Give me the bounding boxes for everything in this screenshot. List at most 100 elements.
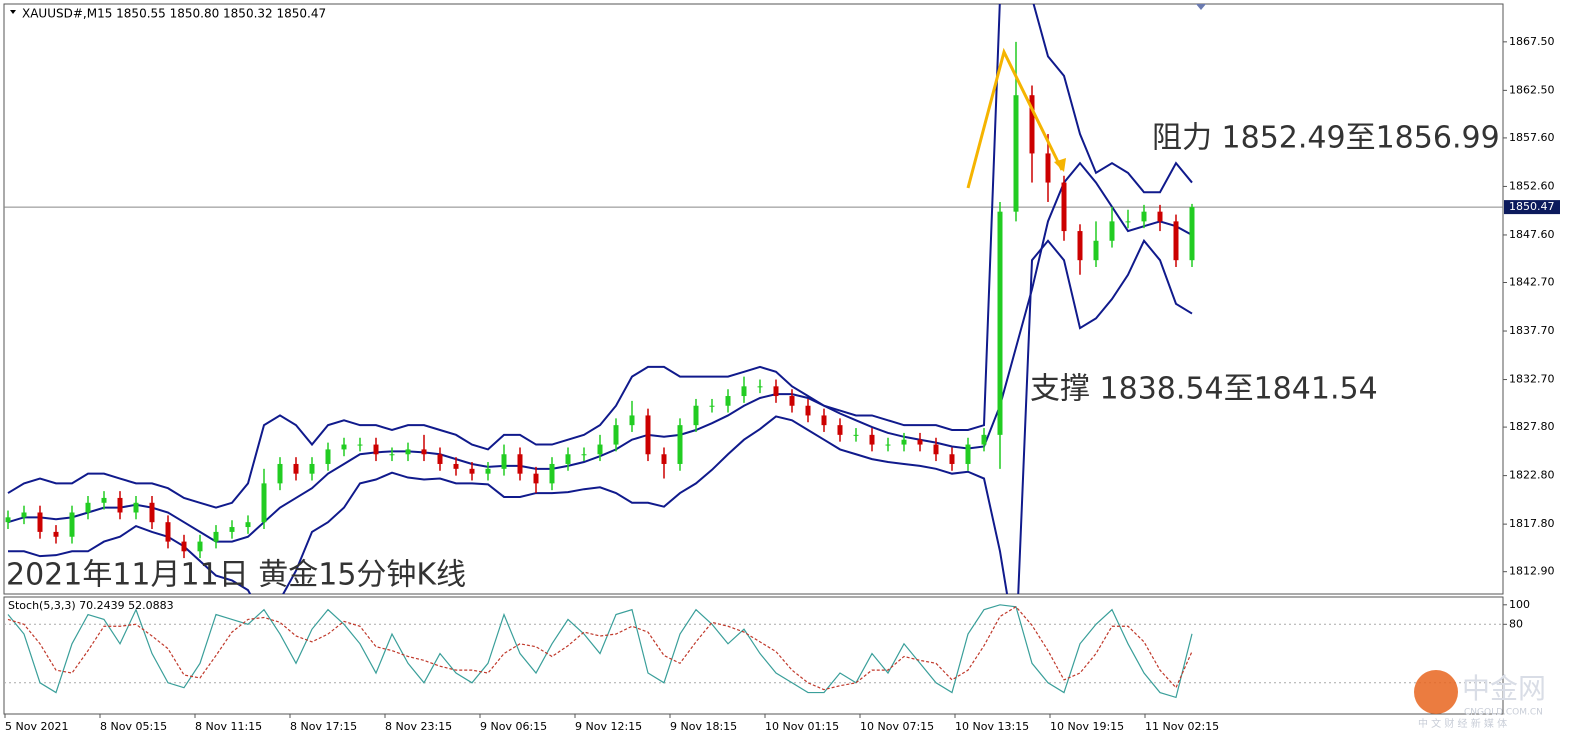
candle-body (1109, 221, 1115, 241)
candle-body (101, 497, 107, 503)
x-tick-label: 5 Nov 2021 (5, 720, 68, 733)
candle-body (757, 386, 763, 388)
candle-body (69, 512, 75, 537)
candle-body (5, 517, 11, 523)
candle-body (261, 483, 267, 523)
candle-body (341, 444, 347, 450)
candle-body (1189, 207, 1195, 261)
candle-body (517, 454, 523, 474)
candle-body (709, 405, 715, 407)
candle-body (181, 541, 187, 552)
candle-body (965, 444, 971, 464)
x-tick-label: 11 Nov 02:15 (1145, 720, 1219, 733)
candle-body (613, 425, 619, 445)
price-plot (4, 4, 1503, 594)
y-tick-label: 1837.70 (1509, 324, 1555, 337)
candle-body (485, 468, 491, 474)
candle-body (277, 463, 283, 484)
x-tick-label: 9 Nov 06:15 (480, 720, 547, 733)
x-tick-label: 10 Nov 19:15 (1050, 720, 1124, 733)
y-tick-label: 1862.50 (1509, 83, 1555, 96)
candle-body (85, 502, 91, 513)
y-tick-label: 80 (1509, 617, 1523, 630)
candle-body (1029, 95, 1035, 154)
candle-body (693, 405, 699, 426)
y-tick-label: 1867.50 (1509, 35, 1555, 48)
candle-body (165, 522, 171, 542)
y-tick-label: 1827.80 (1509, 420, 1555, 433)
candle-body (1093, 240, 1099, 261)
candle-body (917, 439, 923, 445)
candle-body (725, 396, 731, 406)
y-tick-label: 1812.90 (1509, 565, 1555, 578)
candle-body (805, 405, 811, 416)
current-price-box (1504, 200, 1560, 215)
candle-body (853, 434, 859, 436)
price-panel (3, 3, 1504, 595)
candle-body (309, 463, 315, 474)
x-tick-label: 8 Nov 23:15 (385, 720, 452, 733)
candle-body (565, 454, 571, 464)
candle-body (997, 211, 1003, 435)
chart-caption: 2021年11月11日 黄金15分钟K线 (6, 558, 466, 593)
candle-body (453, 463, 459, 469)
candle-body (245, 522, 251, 528)
watermark-url: CNGOLD.COM.CN (1464, 708, 1543, 718)
trend-arrow (966, 47, 1064, 189)
stoch-title: Stoch(5,3,3) 70.2439 52.0883 (8, 599, 174, 612)
candle-body (1125, 221, 1131, 223)
candle-body (325, 449, 331, 464)
band-upper (7, 4, 1193, 509)
candle-body (469, 468, 475, 474)
candle-body (293, 463, 299, 474)
candle-body (789, 396, 795, 406)
candle-body (133, 502, 139, 513)
candle-body (229, 527, 235, 532)
watermark-logo (1414, 670, 1458, 714)
x-tick-label: 10 Nov 01:15 (765, 720, 839, 733)
candle-body (21, 512, 27, 518)
candle-body (837, 425, 843, 435)
x-tick-label: 10 Nov 13:15 (955, 720, 1029, 733)
y-tick-label: 100 (1509, 598, 1530, 611)
candle-body (1045, 153, 1051, 183)
candle-body (37, 512, 43, 532)
candle-body (373, 444, 379, 455)
scroll-marker (1196, 4, 1206, 10)
candle-body (773, 386, 779, 397)
candle-body (885, 444, 891, 446)
x-tick-label: 8 Nov 05:15 (100, 720, 167, 733)
y-tick-label: 1847.60 (1509, 228, 1555, 241)
candle-body (869, 434, 875, 445)
candle-body (981, 434, 987, 445)
watermark-name: 中金网 (1462, 672, 1546, 705)
candle-body (389, 454, 395, 456)
chart-title: XAUUSD#,M15 1850.55 1850.80 1850.32 1850… (22, 7, 326, 21)
y-tick-label: 1817.80 (1509, 517, 1555, 530)
candle-body (677, 425, 683, 464)
resistance-annotation: 阻力 1852.49至1856.99 (1152, 121, 1500, 156)
candle-body (1141, 211, 1147, 222)
candle-body (421, 449, 427, 455)
candle-body (597, 444, 603, 455)
x-tick-label: 8 Nov 11:15 (195, 720, 262, 733)
y-tick-label: 1832.70 (1509, 373, 1555, 386)
y-tick-label: 1852.60 (1509, 179, 1555, 192)
x-tick-label: 8 Nov 17:15 (290, 720, 357, 733)
stoch-panel (3, 596, 1504, 715)
candle-body (213, 531, 219, 542)
candle-body (437, 454, 443, 464)
watermark-slogan: 中 文 财 经 新 媒 体 (1418, 717, 1507, 730)
candle-body (1013, 95, 1019, 212)
stoch-plot (4, 604, 1503, 699)
candle-body (901, 439, 907, 445)
candle-body (645, 415, 651, 455)
candle-body (1173, 221, 1179, 261)
candle-body (405, 449, 411, 455)
candle-body (117, 497, 123, 513)
candle-body (357, 444, 363, 446)
candle-body (581, 454, 587, 456)
candle-body (741, 386, 747, 397)
